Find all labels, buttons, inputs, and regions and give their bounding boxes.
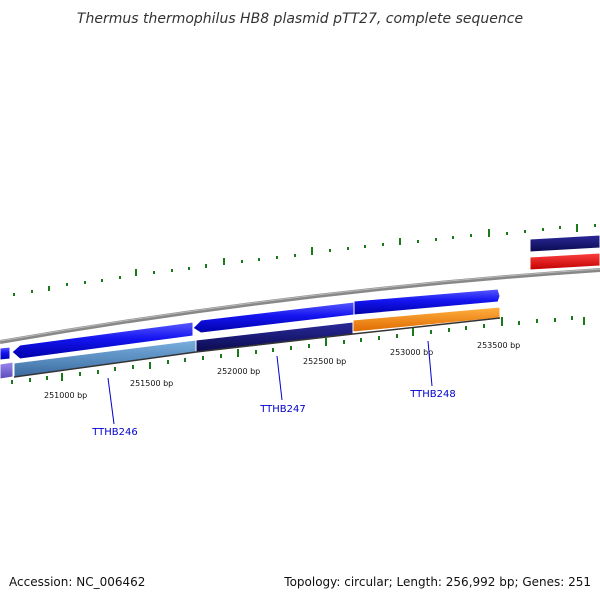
gene-label-tthb247[interactable]: TTHB247 bbox=[259, 404, 306, 415]
upper-tick-track bbox=[13, 224, 596, 296]
cds-forward-left-stub bbox=[0, 346, 11, 361]
cds-red-right bbox=[529, 252, 600, 271]
tick-label: 252500 bp bbox=[303, 357, 346, 366]
gene-leader-line bbox=[427, 340, 433, 387]
lower-tick-track bbox=[11, 316, 585, 384]
plasmid-backbone-highlight bbox=[0, 268, 600, 342]
tick-label: 253000 bp bbox=[390, 348, 433, 357]
tick-label: 252000 bp bbox=[217, 367, 260, 376]
reverse-strand-shadow bbox=[13, 317, 501, 378]
tick-label: 253500 bp bbox=[477, 341, 520, 350]
gene-labels: TTHB246 TTHB247 TTHB248 bbox=[91, 389, 456, 438]
map-title: Thermus thermophilus HB8 plasmid pTT27, … bbox=[77, 11, 523, 27]
reverse-strand-genes bbox=[0, 306, 501, 380]
gene-label-tthb248[interactable]: TTHB248 bbox=[409, 389, 456, 400]
tick-label: 251000 bp bbox=[44, 391, 87, 400]
cds-purple-left bbox=[0, 361, 14, 380]
bp-tick-labels: 251000 bp 251500 bp 252000 bp 252500 bp … bbox=[44, 341, 520, 400]
gene-label-tthb246[interactable]: TTHB246 bbox=[91, 427, 138, 438]
plasmid-backbone bbox=[0, 268, 600, 344]
gene-leader-line bbox=[276, 355, 283, 401]
tick-label: 251500 bp bbox=[130, 379, 173, 388]
cds-tthb248-forward bbox=[353, 288, 501, 316]
gene-leader-line bbox=[107, 377, 115, 425]
accession-label: Accession: NC_006462 bbox=[9, 575, 145, 589]
cds-navy-right bbox=[529, 234, 600, 253]
cds-tthb246-forward bbox=[11, 321, 194, 360]
right-features bbox=[529, 234, 600, 271]
forward-strand-genes bbox=[0, 288, 501, 361]
genome-summary: Topology: circular; Length: 256,992 bp; … bbox=[283, 575, 591, 589]
gene-leaders bbox=[107, 340, 433, 425]
